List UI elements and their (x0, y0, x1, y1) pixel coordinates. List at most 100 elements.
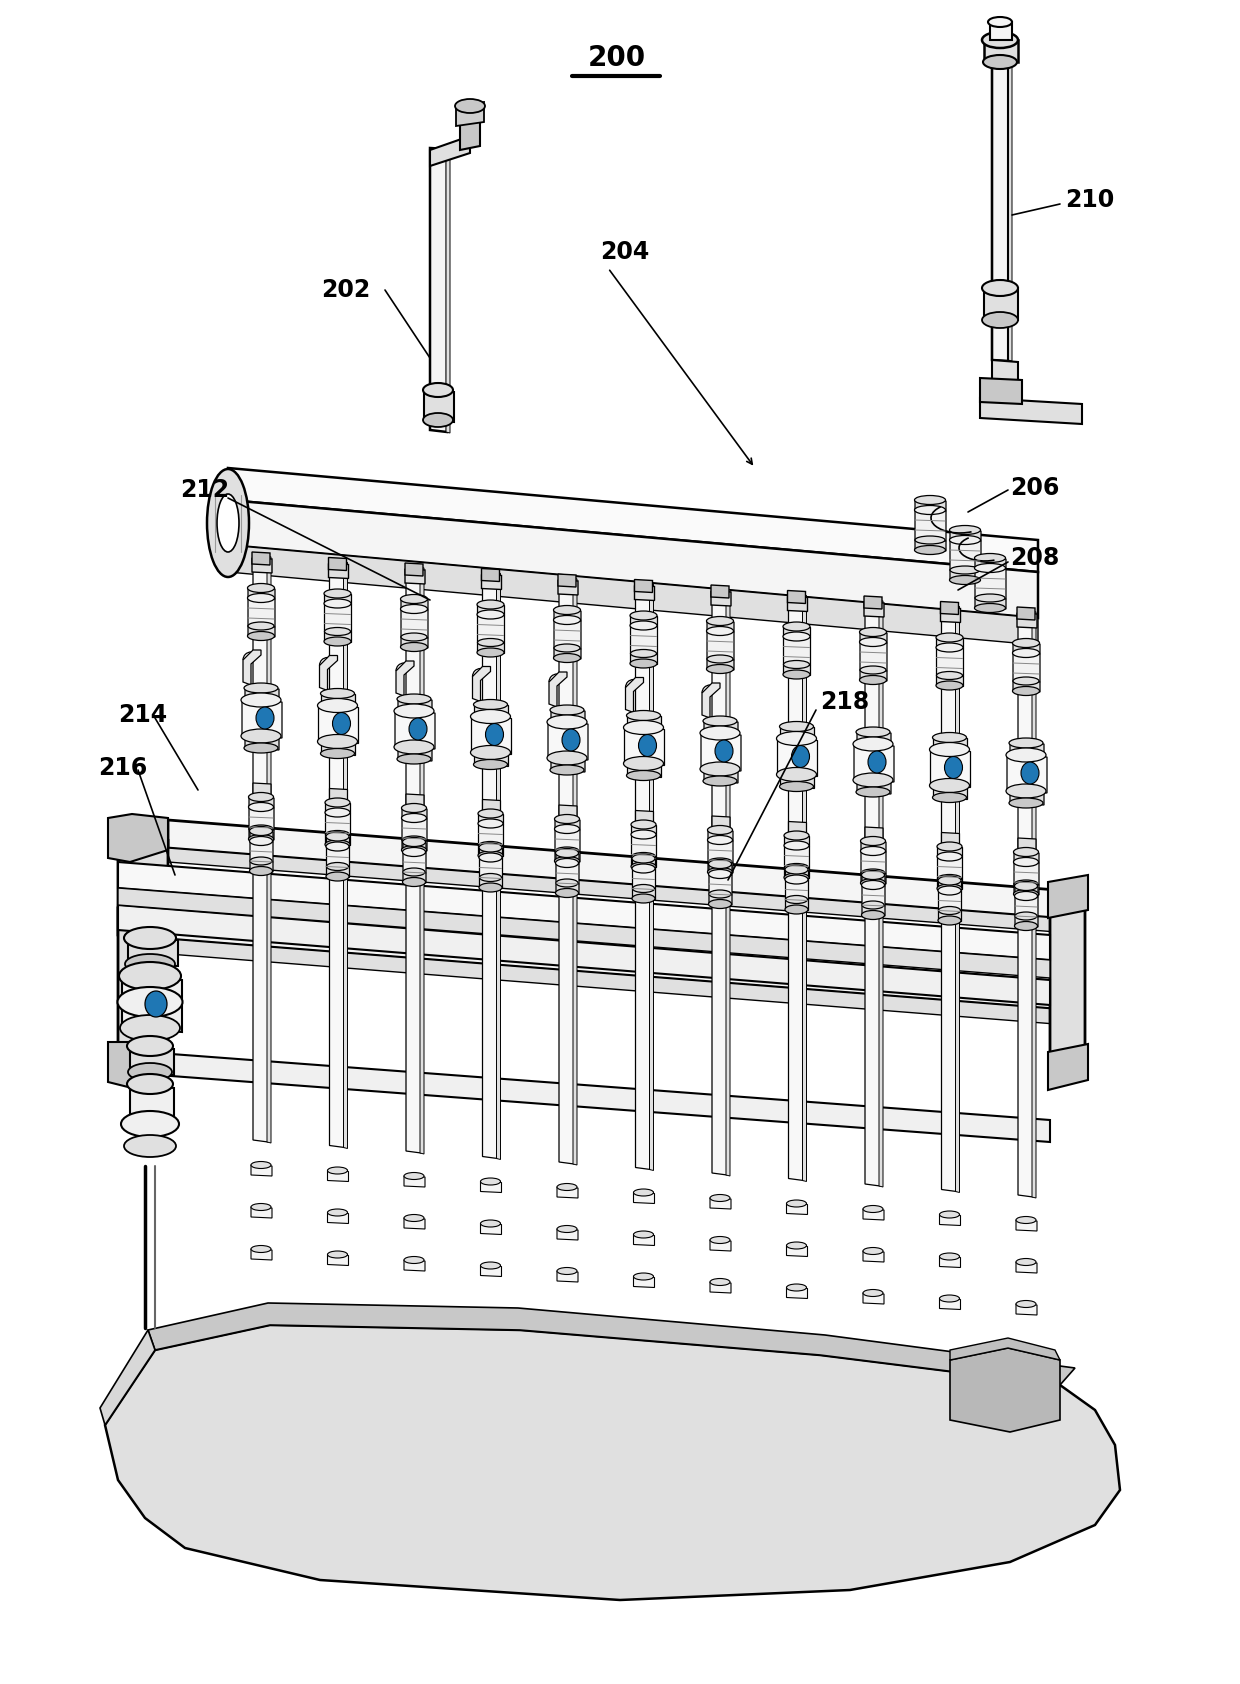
Polygon shape (711, 1282, 732, 1293)
Polygon shape (549, 672, 567, 707)
Ellipse shape (1021, 761, 1039, 785)
Polygon shape (424, 391, 454, 423)
Ellipse shape (477, 818, 503, 829)
Polygon shape (634, 1276, 655, 1288)
Text: 208: 208 (1011, 546, 1059, 569)
Polygon shape (934, 738, 967, 751)
Polygon shape (704, 721, 738, 734)
Ellipse shape (326, 842, 348, 850)
Polygon shape (712, 817, 730, 829)
Polygon shape (446, 148, 450, 433)
Polygon shape (785, 879, 808, 901)
Ellipse shape (556, 889, 579, 898)
Polygon shape (650, 583, 653, 1170)
Polygon shape (250, 1165, 272, 1175)
Polygon shape (250, 861, 273, 872)
Polygon shape (496, 573, 501, 1160)
Polygon shape (1008, 61, 1012, 360)
Ellipse shape (937, 884, 962, 893)
Ellipse shape (632, 864, 655, 872)
Polygon shape (250, 1250, 272, 1260)
Polygon shape (267, 556, 272, 1143)
Ellipse shape (709, 891, 732, 898)
Ellipse shape (401, 643, 428, 652)
Ellipse shape (409, 717, 427, 739)
Polygon shape (252, 552, 270, 566)
Ellipse shape (856, 727, 890, 738)
Ellipse shape (630, 658, 657, 669)
Text: 214: 214 (118, 702, 167, 727)
Polygon shape (985, 288, 1018, 320)
Ellipse shape (937, 852, 962, 861)
Ellipse shape (248, 583, 274, 593)
Polygon shape (939, 891, 961, 911)
Polygon shape (1017, 606, 1035, 620)
Ellipse shape (402, 835, 427, 844)
Polygon shape (1011, 791, 1044, 805)
Polygon shape (862, 876, 885, 886)
Ellipse shape (470, 709, 511, 724)
Ellipse shape (631, 820, 656, 829)
Polygon shape (709, 874, 732, 894)
Ellipse shape (557, 1226, 577, 1233)
Ellipse shape (776, 768, 816, 781)
Polygon shape (936, 648, 963, 677)
Polygon shape (118, 862, 1050, 960)
Polygon shape (556, 854, 579, 864)
Polygon shape (403, 852, 427, 872)
Ellipse shape (553, 653, 580, 662)
Ellipse shape (780, 781, 813, 791)
Ellipse shape (703, 727, 737, 738)
Ellipse shape (481, 1261, 501, 1270)
Ellipse shape (477, 610, 503, 620)
Polygon shape (930, 749, 971, 788)
Polygon shape (248, 598, 275, 626)
Ellipse shape (1016, 1258, 1035, 1265)
Polygon shape (228, 546, 1038, 645)
Polygon shape (631, 835, 656, 857)
Polygon shape (248, 626, 275, 637)
Ellipse shape (863, 1206, 883, 1212)
Polygon shape (557, 1229, 578, 1239)
Ellipse shape (477, 808, 503, 818)
Polygon shape (632, 859, 656, 869)
Polygon shape (326, 812, 351, 835)
Polygon shape (940, 1256, 961, 1268)
Ellipse shape (930, 778, 970, 793)
Polygon shape (863, 1209, 884, 1219)
Ellipse shape (325, 798, 350, 807)
Polygon shape (556, 850, 580, 862)
Polygon shape (936, 675, 963, 687)
Polygon shape (250, 840, 273, 862)
Ellipse shape (479, 882, 502, 893)
Polygon shape (784, 637, 811, 665)
Ellipse shape (126, 1036, 174, 1056)
Ellipse shape (862, 881, 884, 889)
Polygon shape (105, 1325, 1120, 1600)
Ellipse shape (486, 724, 503, 746)
Ellipse shape (551, 717, 584, 727)
Ellipse shape (932, 733, 966, 743)
Ellipse shape (551, 765, 584, 775)
Ellipse shape (1014, 891, 1038, 901)
Ellipse shape (120, 1015, 180, 1041)
Polygon shape (329, 557, 346, 571)
Ellipse shape (784, 830, 808, 840)
Ellipse shape (249, 867, 273, 876)
Ellipse shape (324, 600, 351, 608)
Ellipse shape (634, 1273, 653, 1280)
Polygon shape (329, 564, 348, 579)
Polygon shape (861, 642, 887, 670)
Text: 216: 216 (98, 756, 148, 780)
Ellipse shape (707, 665, 734, 674)
Ellipse shape (701, 726, 740, 739)
Ellipse shape (707, 655, 733, 663)
Polygon shape (242, 701, 281, 738)
Polygon shape (321, 741, 356, 756)
Polygon shape (249, 797, 274, 808)
Polygon shape (401, 600, 428, 610)
Ellipse shape (626, 711, 661, 721)
Polygon shape (780, 775, 815, 788)
Ellipse shape (863, 1248, 883, 1255)
Ellipse shape (248, 593, 274, 603)
